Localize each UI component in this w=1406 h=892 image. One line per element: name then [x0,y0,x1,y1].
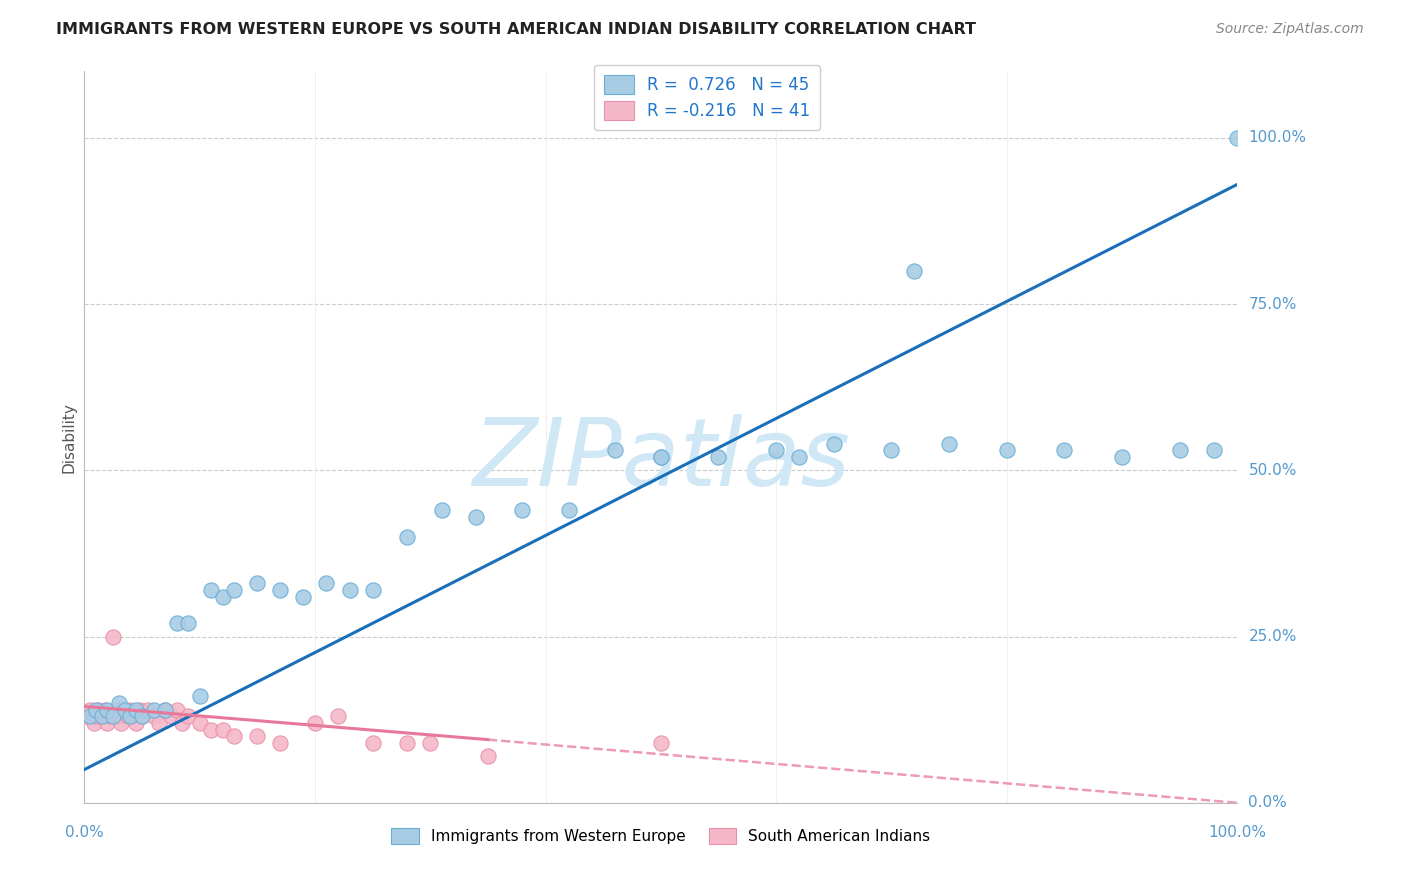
Point [188,716,211,731]
Point [142,703,165,717]
Point [128,703,150,717]
Point [125,716,148,731]
Point [108,696,131,710]
Point [188,690,211,704]
Point [557,503,579,517]
Point [166,616,188,631]
Point [120,709,142,723]
Point [96,703,118,717]
Point [823,436,845,450]
Point [160,709,183,723]
Point [177,616,200,631]
Point [79,709,101,723]
Point [603,443,626,458]
Point [326,709,349,723]
Point [166,703,188,717]
Point [1204,443,1226,458]
Point [246,576,269,591]
Point [110,716,132,731]
Point [105,703,128,717]
Point [465,509,488,524]
Point [103,630,124,644]
Point [650,450,672,464]
Point [211,590,233,604]
Point [512,503,534,517]
Point [765,443,787,458]
Point [211,723,233,737]
Point [177,709,200,723]
Point [87,703,110,717]
Point [292,590,315,604]
Point [269,582,291,597]
Point [121,709,143,723]
Point [200,582,222,597]
Point [114,703,136,717]
Point [430,503,453,517]
Text: 0.0%: 0.0% [65,825,104,839]
Point [79,703,101,717]
Point [148,716,170,731]
Point [90,709,112,723]
Point [1111,450,1133,464]
Point [1226,131,1249,145]
Point [938,436,960,450]
Point [103,709,124,723]
Point [246,729,269,743]
Point [224,582,246,597]
Point [269,736,291,750]
Point [419,736,441,750]
Point [120,703,142,717]
Point [90,709,112,723]
Point [131,709,153,723]
Text: 100.0%: 100.0% [1208,825,1267,839]
Legend: Immigrants from Western Europe, South American Indians: Immigrants from Western Europe, South Am… [385,822,936,850]
Point [131,709,153,723]
Text: 75.0%: 75.0% [1249,297,1296,311]
Point [94,703,117,717]
Point [707,450,730,464]
Point [477,749,499,764]
Text: Source: ZipAtlas.com: Source: ZipAtlas.com [1216,22,1364,37]
Point [172,716,194,731]
Point [315,576,337,591]
Y-axis label: Disability: Disability [60,401,76,473]
Point [361,736,384,750]
Point [304,716,326,731]
Point [84,709,107,723]
Text: ZIPatlas: ZIPatlas [472,414,849,505]
Point [361,582,384,597]
Point [117,709,139,723]
Point [396,530,419,544]
Point [142,709,165,723]
Point [995,443,1018,458]
Text: 0.0%: 0.0% [1249,796,1286,810]
Point [339,582,361,597]
Point [98,709,121,723]
Point [1053,443,1076,458]
Point [108,709,131,723]
Point [83,716,105,731]
Point [125,703,148,717]
Text: 50.0%: 50.0% [1249,463,1296,478]
Point [787,450,810,464]
Point [650,736,672,750]
Point [114,703,136,717]
Text: 100.0%: 100.0% [1249,130,1306,145]
Point [224,729,246,743]
Text: 25.0%: 25.0% [1249,629,1296,644]
Point [903,264,925,278]
Point [200,723,222,737]
Point [153,703,176,717]
Text: IMMIGRANTS FROM WESTERN EUROPE VS SOUTH AMERICAN INDIAN DISABILITY CORRELATION C: IMMIGRANTS FROM WESTERN EUROPE VS SOUTH … [56,22,976,37]
Point [1168,443,1191,458]
Point [96,716,118,731]
Point [153,703,176,717]
Point [650,450,672,464]
Point [396,736,419,750]
Point [136,703,159,717]
Point [880,443,903,458]
Point [76,709,98,723]
Point [84,703,107,717]
